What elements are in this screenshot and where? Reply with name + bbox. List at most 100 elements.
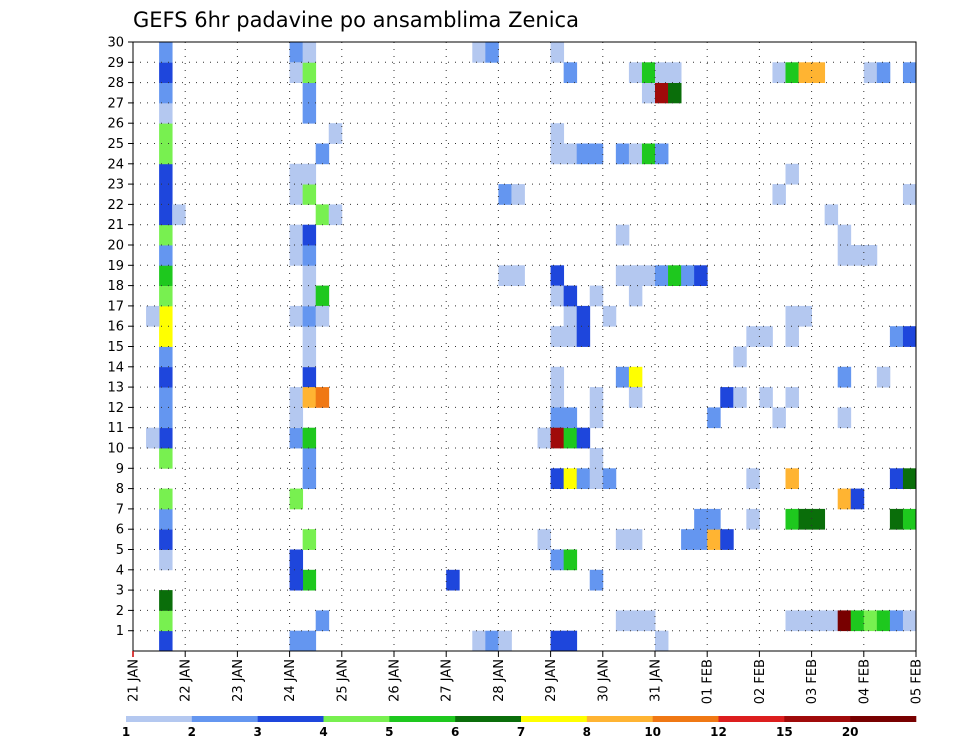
heatmap-cell [707,407,721,429]
heatmap-cell [850,610,865,632]
heatmap-cell [876,610,891,632]
colorbar-label: 20 [842,725,859,739]
heatmap-cell [798,610,812,632]
heatmap-cell [655,265,669,286]
heatmap-cell [146,427,160,449]
heatmap-cell [289,305,304,327]
chart-title: GEFS 6hr padavine po ansamblima Zenica [133,8,579,32]
heatmap-cell [159,102,173,124]
y-tick-label: 1 [116,624,124,639]
heatmap-cell [315,285,330,307]
heatmap-cell [159,305,173,327]
x-tick-label: 21 JAN [127,659,142,702]
colorbar-swatch [126,716,193,722]
heatmap-cell [668,62,682,83]
y-tick-label: 7 [116,502,124,517]
colorbar-swatch [521,716,588,722]
heatmap-cell [785,387,799,408]
y-tick-label: 11 [107,421,124,436]
heatmap-cell [159,143,173,165]
heatmap-cell [159,610,173,632]
heatmap-cell [550,123,565,144]
heatmap-cell [315,305,330,327]
heatmap-cell [589,569,604,591]
heatmap-cell [720,529,734,550]
heatmap-cell [759,387,773,408]
heatmap-cell [302,630,317,652]
heatmap-cell [824,610,839,632]
heatmap-cell [289,549,304,571]
heatmap-cell [159,163,173,185]
y-tick-label: 6 [116,523,124,538]
heatmap-cell [785,508,799,530]
heatmap-cell [681,265,695,286]
colorbar-label: 15 [776,725,793,739]
heatmap-cell [302,82,317,104]
y-tick-label: 2 [116,604,124,619]
heatmap-cell [563,285,578,307]
y-tick-label: 12 [107,401,124,416]
y-tick-label: 23 [107,178,124,193]
heatmap-cell [772,62,786,83]
heatmap-cell [837,366,852,388]
heatmap-cell [159,82,173,104]
heatmap-cell [628,265,643,286]
heatmap-cell [811,62,826,83]
heatmap-cell [628,610,643,632]
heatmap-cell [576,305,591,327]
heatmap-cell [446,569,460,591]
heatmap-cell [563,427,578,449]
heatmap-cell [302,529,317,550]
heatmap-cell [289,407,304,429]
heatmap-cell [315,387,330,408]
heatmap-cell [159,387,173,408]
heatmap-cell [694,529,708,550]
heatmap-cell [315,204,330,226]
heatmap-cell [798,508,812,530]
y-tick-label: 20 [107,239,124,254]
heatmap-cell [315,143,330,165]
heatmap-cell [289,62,304,83]
heatmap-cell [615,265,630,286]
heatmap-cell [589,285,604,307]
heatmap-cell [550,468,565,489]
y-tick-label: 3 [116,584,124,599]
heatmap-cell [576,427,591,449]
heatmap-cell [289,427,304,449]
heatmap-cell [159,590,173,611]
colorbar: 1 2 3 4 5 6 7 8 10 12 15 20 [122,716,917,739]
colorbar-swatch [257,716,324,722]
heatmap-cell [576,143,591,165]
grid-lines [133,41,916,651]
heatmap-cell [850,488,865,510]
heatmap-cell [615,143,630,165]
y-tick-label: 26 [107,117,124,132]
heatmap-cell [576,468,591,489]
colorbar-label: 3 [253,725,261,739]
colorbar-label: 4 [319,725,327,739]
heatmap-cell [159,407,173,429]
heatmap-cell [159,184,173,205]
heatmap-cell [550,265,565,286]
heatmap-cell [902,62,917,83]
heatmap-cell [641,610,656,632]
heatmap-cell [563,549,578,571]
heatmap-cell [302,265,317,286]
heatmap-cell [159,549,173,571]
heatmap-cell [550,549,565,571]
y-tick-label: 8 [116,482,124,497]
y-tick-label: 22 [107,198,124,213]
heatmap-cell [550,366,565,388]
heatmap-cell [837,224,852,246]
x-tick-label: 30 JAN [596,659,611,702]
colorbar-label: 2 [188,725,196,739]
heatmap-cell [159,508,173,530]
heatmap-cell [668,265,682,286]
y-axis: 1234567891011121314151617181920212223242… [107,36,133,639]
x-tick-label: 22 JAN [179,659,194,702]
heatmap-cell [550,427,565,449]
heatmap-cell [889,326,904,347]
y-tick-label: 4 [116,563,124,578]
x-axis: 21 JAN 22 JAN 23 JAN 24 JAN 25 JAN 26 JAN 27 J… [127,651,925,704]
heatmap-cell [772,184,786,205]
